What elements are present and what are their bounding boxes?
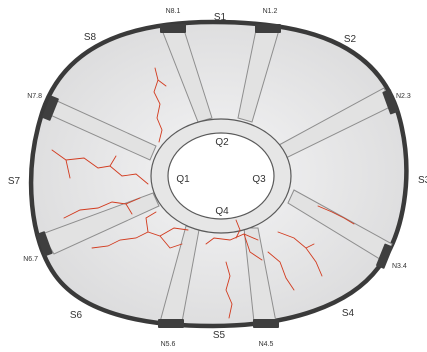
label-s3: S3 <box>418 175 427 186</box>
label-s5: S5 <box>213 330 226 341</box>
label-n56: N5.6 <box>161 341 176 348</box>
crack-line <box>109 155 117 167</box>
crack-line <box>91 227 189 249</box>
crack-line <box>51 149 149 185</box>
pad-n45 <box>253 319 279 328</box>
crack-line <box>125 203 133 215</box>
crack-line <box>317 205 355 225</box>
label-n12: N1.2 <box>263 8 278 15</box>
label-n78: N7.8 <box>27 93 42 100</box>
pad-n12 <box>255 24 281 33</box>
crack-line <box>305 243 315 249</box>
label-n23: N2.3 <box>396 93 411 100</box>
pad-n78 <box>42 95 59 121</box>
label-n67: N6.7 <box>23 256 38 263</box>
label-n45: N4.5 <box>259 341 274 348</box>
crack-line <box>145 211 157 233</box>
label-s2: S2 <box>344 34 357 45</box>
label-q4: Q4 <box>215 206 229 217</box>
label-q3: Q3 <box>252 174 266 185</box>
label-s7: S7 <box>8 176 21 187</box>
label-q2: Q2 <box>215 137 229 148</box>
crack-line <box>243 233 263 261</box>
pad-n23 <box>382 89 399 115</box>
crack-line <box>63 197 141 219</box>
pad-n67 <box>36 231 53 257</box>
crack-line <box>267 251 295 291</box>
crack-line <box>205 233 259 245</box>
crack-line <box>157 79 167 87</box>
crack-line <box>235 219 241 239</box>
crack-line <box>225 261 233 319</box>
crack-line <box>65 159 71 179</box>
label-s8: S8 <box>84 32 97 43</box>
label-s1: S1 <box>214 12 227 23</box>
label-s4: S4 <box>342 308 355 319</box>
joint-pads <box>36 24 399 328</box>
pad-n81 <box>160 24 186 33</box>
label-n81: N8.1 <box>166 8 181 15</box>
pad-n34 <box>376 243 393 269</box>
spoke-lower-right <box>287 189 393 262</box>
label-s6: S6 <box>70 310 83 321</box>
label-n34: N3.4 <box>392 263 407 270</box>
crack-line <box>159 235 183 249</box>
pad-n56 <box>158 319 184 328</box>
cracks <box>51 67 355 319</box>
inner-hole <box>167 132 275 220</box>
label-q1: Q1 <box>176 174 190 185</box>
